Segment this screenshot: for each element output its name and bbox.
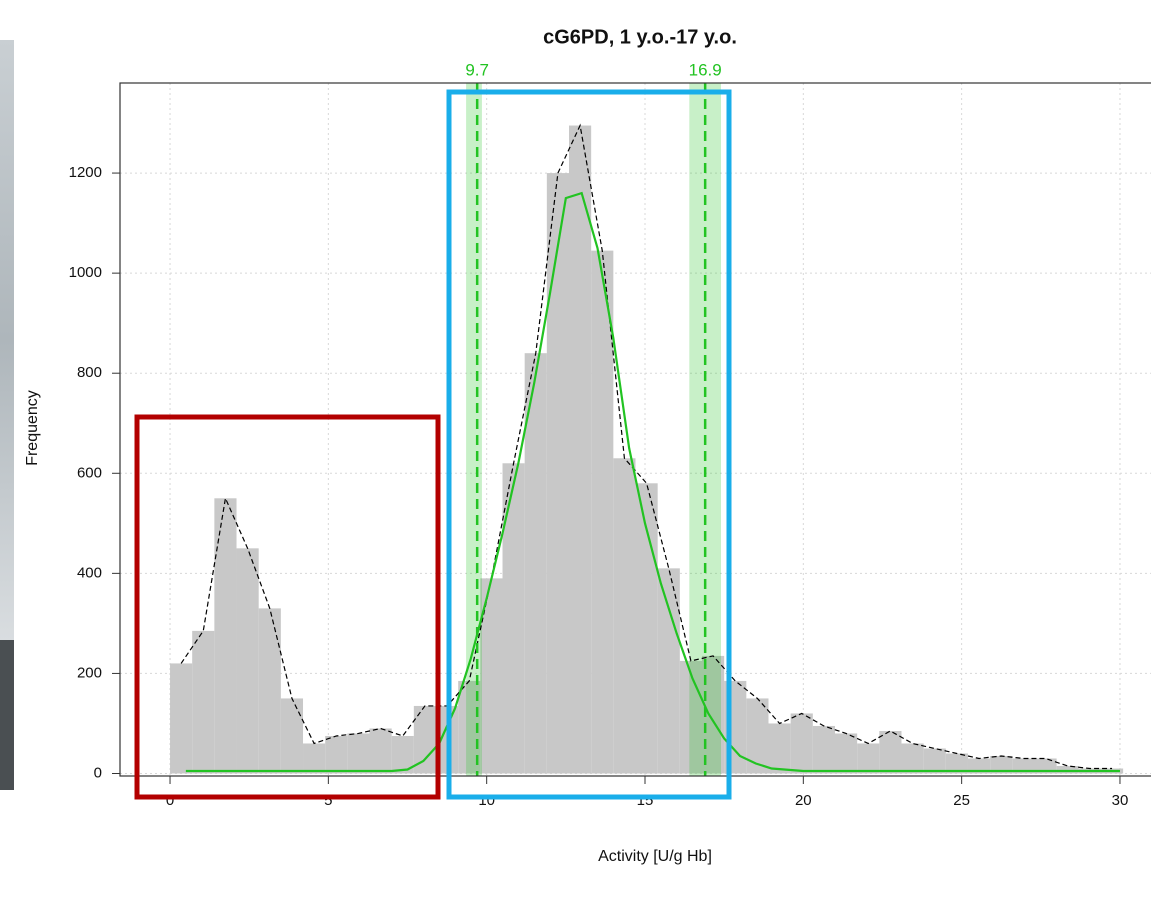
histogram-bar [325, 735, 348, 774]
histogram-bar [458, 680, 481, 774]
histogram-bar [591, 250, 614, 774]
histogram-bar [945, 753, 968, 774]
histogram-bar [347, 733, 370, 774]
histogram-bar [480, 578, 503, 774]
histogram-bar [1056, 765, 1079, 774]
x-tick-label: 20 [795, 792, 812, 809]
histogram-bar [236, 548, 259, 774]
histogram-bar [790, 713, 813, 774]
histogram-bar [879, 730, 902, 774]
highlight-box [446, 89, 732, 800]
histogram-bar [768, 723, 791, 774]
histogram-bar [391, 735, 414, 774]
histogram-bar [502, 463, 525, 774]
reference-label: 16.9 [689, 60, 722, 79]
histogram-bar [280, 698, 304, 774]
y-axis-label: Frequency [24, 390, 41, 466]
histogram-bar [214, 498, 237, 774]
histogram-bar [524, 353, 547, 774]
y-tick-label: 0 [94, 764, 102, 781]
histogram-bar [746, 698, 769, 774]
y-tick-label: 400 [77, 564, 102, 581]
highlight-box [134, 414, 441, 800]
histogram-bar [1034, 758, 1057, 774]
histogram-bar [369, 728, 392, 774]
frequency-polygon [180, 123, 1113, 770]
y-tick-label: 1200 [69, 164, 102, 181]
histogram-bar [303, 743, 326, 774]
chart-title: cG6PD, 1 y.o.-17 y.o. [543, 26, 737, 48]
histogram-bar [834, 733, 858, 774]
x-tick-label: 0 [166, 792, 174, 809]
y-tick-label: 1000 [69, 264, 102, 281]
histogram-bar [192, 630, 215, 774]
histogram-bar [967, 758, 991, 774]
y-tick-label: 200 [77, 664, 102, 681]
histogram-bar [901, 743, 924, 774]
histogram-bar [990, 755, 1013, 774]
histogram-bar [1012, 758, 1035, 774]
histogram-bar [413, 705, 437, 774]
x-tick-label: 30 [1112, 792, 1129, 809]
background-photo [0, 640, 14, 790]
x-axis-label: Activity [U/g Hb] [598, 848, 712, 865]
histogram-bar [170, 663, 193, 774]
histogram-bar [923, 748, 946, 774]
plot-frame [119, 82, 1151, 777]
histogram-bar [812, 725, 835, 774]
x-tick-label: 5 [324, 792, 332, 809]
y-tick-label: 600 [77, 464, 102, 481]
reference-label: 9.7 [465, 60, 489, 79]
histogram-bar [546, 173, 570, 774]
reference-band [466, 83, 482, 776]
histogram-bar [857, 743, 880, 774]
histogram-bar [635, 483, 658, 774]
histogram-bar [569, 125, 592, 774]
y-tick-label: 800 [77, 364, 102, 381]
background-photo [0, 40, 14, 640]
histogram-bar [657, 568, 680, 774]
x-tick-label: 25 [953, 792, 970, 809]
histogram-bar [613, 458, 636, 774]
histogram-bar [258, 608, 281, 774]
histogram-bar [701, 655, 725, 774]
